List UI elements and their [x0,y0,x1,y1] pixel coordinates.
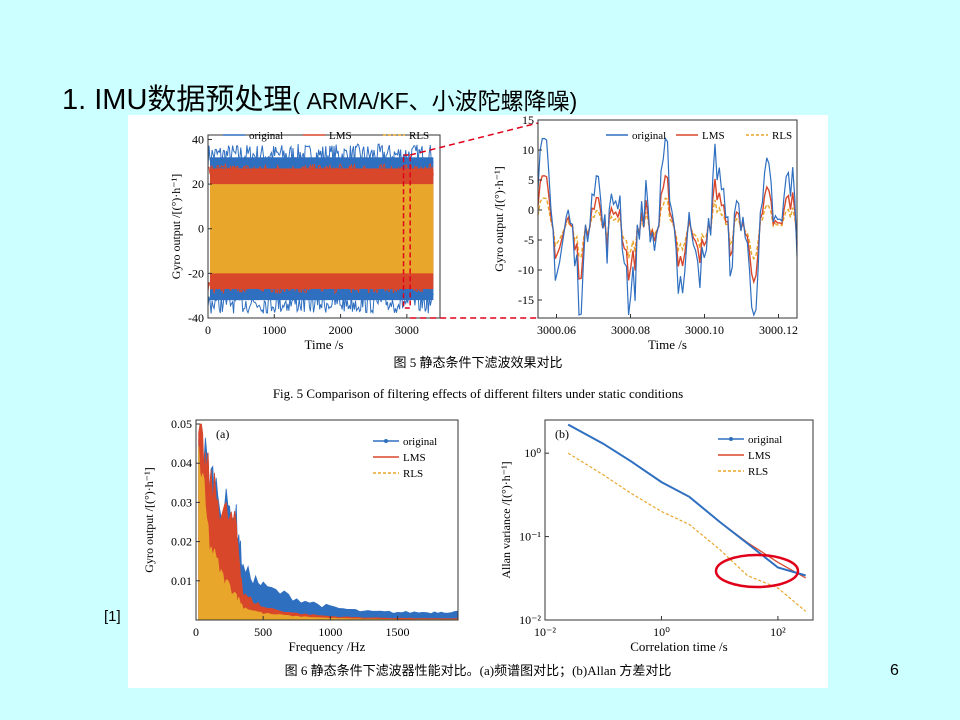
x-tick-label: 500 [254,625,272,639]
legend-label: RLS [403,468,423,480]
legend-label: original [403,436,437,448]
paper-figure: 40 20 0 -20 -40 0 1000 2000 3000 Time /s Gyro outp… [128,115,828,688]
y-tick-label: 10 [522,143,534,157]
panel-label: (b) [555,427,569,441]
x-axis-label: Time /s [305,337,344,352]
y-tick-label: 40 [192,132,204,146]
legend-label: original [249,130,283,142]
x-axis-label: Frequency /Hz [289,639,366,654]
y-tick-label: 0 [528,203,534,217]
series-noise-lms [208,162,434,179]
fig5-caption-en: Fig. 5 Comparison of filtering effects o… [273,386,683,401]
y-tick-label: -10 [518,263,534,277]
y-tick-label: 5 [528,173,534,187]
chart-fig6-b: 10⁰ 10⁻¹ 10⁻²10⁻² 10⁰ 10² Correlation time /s… [499,419,814,654]
panel-label: (a) [216,427,229,441]
series-noise-original [207,143,434,168]
fig5-caption-cn: 图 5 静态条件下滤波效果对比 [393,355,562,370]
series-line-original [567,423,806,577]
series-band-rls [210,184,434,274]
legend-label: original [632,130,666,142]
y-axis-label: Gyro output /[(°)·h⁻¹] [492,166,506,271]
chart-fig5-right: 15 10 5 0 -5 -10 -15 3000.06 3000.08 3000.10 3000.… [492,115,798,352]
x-tick-label: 1500 [386,625,410,639]
y-tick-label: -15 [518,293,534,307]
legend-label: LMS [702,130,725,142]
y-tick-label: -5 [524,233,534,247]
x-tick-label: 10⁻² [534,625,556,639]
series-line-rls [537,197,798,261]
y-tick-label: 0.03 [171,495,192,509]
page-number: 6 [890,662,899,679]
zoom-region [402,154,411,309]
x-tick-label: 1000 [262,323,286,337]
series-line-original [537,136,798,317]
series-line-rls [567,452,807,612]
y-tick-label: 0.05 [171,417,192,431]
legend-label: RLS [748,466,768,478]
plot-frame [195,419,459,621]
x-axis-label: Correlation time /s [630,639,727,654]
fig6-caption: 图 6 静态条件下滤波器性能对比。(a)频谱图对比；(b)Allan 方差对比 [285,663,672,679]
y-axis-label: Gyro output /[(°)·h⁻¹] [142,467,156,572]
plot-frame [537,119,798,319]
slide-title: 1. IMU数据预处理( ARMA/KF、小波陀螺降噪) [62,76,577,118]
x-axis-label: Time /s [648,337,687,352]
legend-label: RLS [409,130,429,142]
series-noise-original [207,290,434,315]
x-tick-label: 3000.06 [537,323,576,337]
y-axis-label: Allan variance /[(°)·h⁻¹] [499,461,513,578]
x-tick-label: 3000 [395,323,419,337]
x-tick-label: 10² [770,625,786,639]
y-tick-label: 0.01 [171,574,192,588]
y-tick-label: -40 [188,311,204,325]
series-noise-lms [207,278,434,295]
legend-label: LMS [748,450,771,462]
x-tick-label: 0 [193,625,199,639]
x-tick-label: 3000.10 [685,323,724,337]
y-tick-label: 10⁻² [519,613,541,627]
chart-fig6-a: 0.05 0.04 0.03 0.02 0.01 0 500 1000 1500 Frequenc… [142,417,459,654]
legend-label: LMS [329,130,352,142]
title-main: 1. IMU数据预处理 [62,84,293,116]
y-tick-label: 0.02 [171,535,192,549]
x-tick-label: 3000.08 [611,323,650,337]
y-axis-label: Gyro output /[(°)·h⁻¹] [169,174,183,279]
series-line-lms [537,174,798,285]
legend-marker [384,439,388,443]
plot-frame [544,419,814,621]
legend-label: original [748,434,782,446]
y-tick-label: 10⁻¹ [519,530,541,544]
legend-label: LMS [403,452,426,464]
title-sub: ( ARMA/KF、小波陀螺降噪) [292,88,578,114]
reference-marker: [1] [104,608,121,625]
zoom-connector [409,122,539,156]
y-tick-label: 0 [198,222,204,236]
y-tick-label: 20 [192,177,204,191]
x-tick-label: 1000 [318,625,342,639]
x-tick-label: 0 [205,323,211,337]
legend-label: RLS [772,130,792,142]
x-tick-label: 10⁰ [653,625,670,639]
y-tick-label: 0.04 [171,456,192,470]
x-tick-label: 2000 [329,323,353,337]
legend-marker [729,437,733,441]
y-tick-label: 15 [522,115,534,127]
y-tick-label: 10⁰ [524,446,541,460]
highlight-circle [714,553,800,589]
x-tick-label: 3000.12 [759,323,798,337]
y-tick-label: -20 [188,266,204,280]
